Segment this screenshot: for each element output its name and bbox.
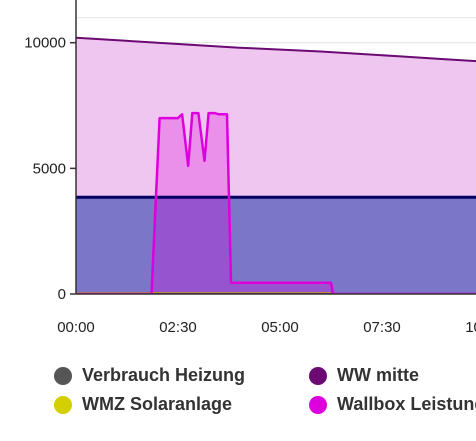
legend-label: Wallbox Leistung bbox=[337, 394, 476, 414]
legend-label: WW mitte bbox=[337, 365, 419, 385]
legend-item-wmz-solaranlage[interactable]: WMZ Solaranlage bbox=[54, 394, 232, 415]
legend-label: Verbrauch Heizung bbox=[82, 365, 246, 385]
legend-marker-wallbox-leistung bbox=[309, 395, 327, 414]
legend-item-wallbox-leistung[interactable]: Wallbox Leistung bbox=[309, 394, 476, 415]
axes bbox=[70, 0, 476, 295]
x-tick-label: 05:00 bbox=[261, 319, 299, 336]
series-area-baseline bbox=[76, 197, 476, 294]
legend-marker-wmz-solaranlage bbox=[54, 395, 72, 414]
series-area-wallbox-leistung bbox=[76, 113, 476, 294]
x-tick-label: 00:00 bbox=[57, 319, 95, 336]
y-tick-label: 0 bbox=[58, 286, 66, 303]
legend: Verbrauch Heizung WW mitte WMZ Solaranla… bbox=[0, 362, 476, 422]
x-tick-label: 07:30 bbox=[363, 319, 401, 336]
y-tick-label: 5000 bbox=[33, 160, 66, 177]
legend-item-verbrauch-heizung[interactable]: Verbrauch Heizung bbox=[54, 365, 245, 386]
y-tick-label: 10000 bbox=[24, 35, 66, 52]
x-tick-label: 10:00 bbox=[465, 319, 476, 336]
series-line-ww-mitte bbox=[76, 36, 476, 63]
legend-marker-verbrauch-heizung bbox=[54, 366, 72, 385]
x-tick-label: 02:30 bbox=[159, 319, 197, 336]
series-line-wallbox-leistung bbox=[76, 111, 476, 294]
legend-marker-ww-mitte bbox=[309, 366, 327, 385]
legend-item-ww-mitte[interactable]: WW mitte bbox=[309, 365, 419, 386]
legend-label: WMZ Solaranlage bbox=[82, 394, 233, 414]
tick-labels: 0 5000 10000 00:00 02:30 05:00 07:30 10:00 bbox=[24, 35, 476, 336]
chart: 0 5000 10000 00:00 02:30 05:00 07:30 10:00 bbox=[24, 0, 476, 336]
series-areas bbox=[76, 36, 476, 294]
